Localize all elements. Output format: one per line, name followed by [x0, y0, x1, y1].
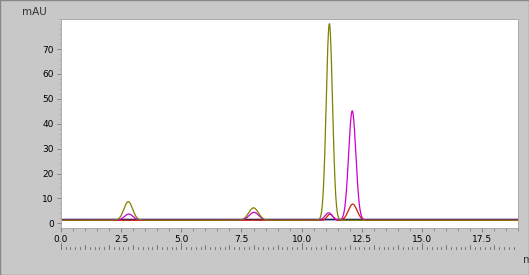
Text: min: min	[523, 255, 529, 265]
Text: mAU: mAU	[22, 7, 47, 17]
